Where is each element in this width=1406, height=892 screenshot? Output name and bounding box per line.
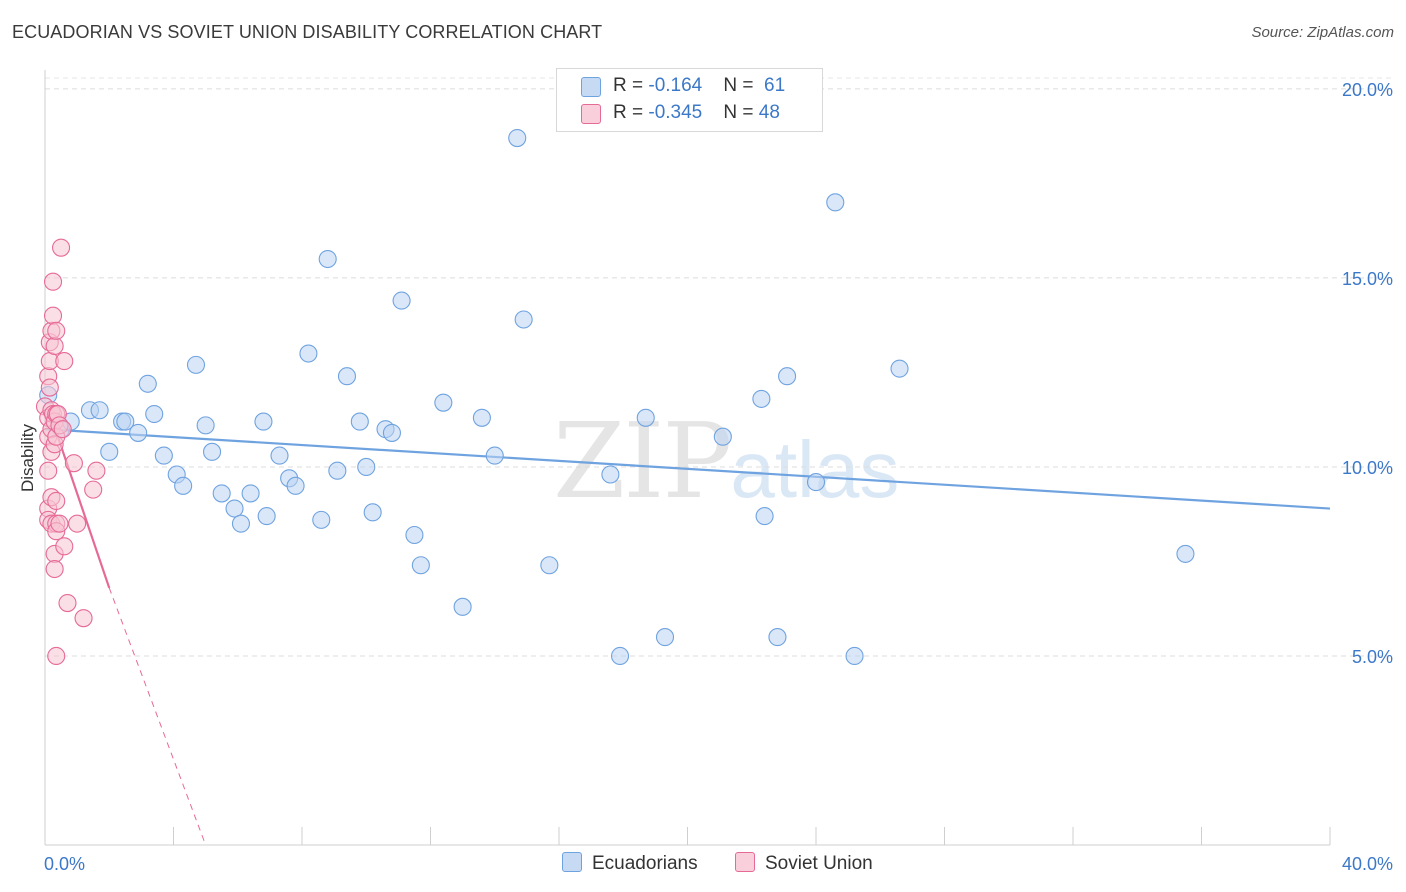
point-ecuadorians [363, 503, 382, 522]
bottom-legend-soviet-union: Soviet Union [735, 852, 873, 875]
point-soviet-union [55, 352, 74, 371]
point-ecuadorians [540, 556, 559, 575]
point-ecuadorians [299, 344, 318, 363]
point-ecuadorians [601, 465, 620, 484]
point-soviet-union [53, 420, 72, 439]
point-ecuadorians [752, 389, 771, 408]
point-ecuadorians [610, 646, 630, 666]
point-soviet-union [68, 514, 87, 533]
point-ecuadorians [231, 514, 251, 533]
point-soviet-union [50, 514, 69, 533]
point-soviet-union [39, 461, 58, 480]
point-ecuadorians [318, 249, 337, 269]
point-ecuadorians [713, 427, 732, 446]
point-ecuadorians [254, 412, 273, 431]
point-soviet-union [87, 461, 106, 480]
point-soviet-union [84, 480, 103, 499]
y-tick-label: 15.0% [1342, 269, 1393, 289]
point-ecuadorians [174, 476, 193, 495]
point-ecuadorians [100, 442, 119, 461]
source-credit: Source: ZipAtlas.com [1251, 24, 1394, 41]
point-ecuadorians [636, 408, 655, 427]
tick-labels: 5.0% 10.0% 15.0% 20.0% 0.0% 40.0% Disability [18, 80, 1393, 874]
y-tick-label: 10.0% [1342, 458, 1393, 478]
point-ecuadorians [1176, 544, 1195, 563]
point-ecuadorians [257, 507, 276, 526]
point-ecuadorians [116, 412, 135, 431]
point-ecuadorians [337, 367, 357, 386]
legend-swatch-ecuadorians [581, 77, 601, 97]
point-ecuadorians [138, 374, 157, 393]
point-soviet-union [45, 559, 64, 579]
point-ecuadorians [382, 423, 402, 442]
chart-title: ECUADORIAN VS SOVIET UNION DISABILITY CO… [12, 22, 603, 42]
point-ecuadorians [434, 393, 453, 412]
point-ecuadorians [755, 507, 774, 526]
legend-stats-ecuadorians: R = -0.164 N = 61 [613, 75, 786, 96]
point-ecuadorians [328, 461, 347, 480]
x-tick-label-max: 40.0% [1342, 854, 1393, 874]
watermark-atlas: atlas [730, 425, 900, 514]
point-ecuadorians [357, 457, 376, 477]
trend-line-soviet-union-extension [108, 587, 207, 846]
point-soviet-union [55, 537, 74, 556]
point-ecuadorians [145, 404, 164, 424]
point-soviet-union [47, 321, 66, 340]
point-soviet-union [43, 272, 63, 291]
point-soviet-union [43, 306, 63, 325]
point-ecuadorians [212, 484, 231, 503]
legend-swatch-soviet-union [581, 104, 601, 124]
trend-line-ecuadorians [44, 428, 1331, 510]
grid-lines [45, 77, 1395, 657]
point-ecuadorians [845, 646, 864, 666]
point-ecuadorians [196, 416, 215, 435]
point-soviet-union [52, 238, 71, 257]
point-ecuadorians [312, 510, 331, 529]
point-ecuadorians [154, 446, 173, 465]
y-axis-label: Disability [18, 423, 37, 492]
point-ecuadorians [508, 128, 527, 148]
point-ecuadorians [186, 355, 206, 374]
point-ecuadorians [453, 597, 472, 616]
y-tick-label: 20.0% [1342, 80, 1393, 100]
point-ecuadorians [225, 499, 244, 518]
axes [44, 70, 1331, 846]
data-points [35, 128, 1195, 666]
point-soviet-union [74, 609, 93, 628]
point-ecuadorians [411, 556, 430, 575]
point-ecuadorians [655, 628, 675, 647]
point-ecuadorians [270, 446, 289, 465]
point-ecuadorians [203, 442, 222, 461]
point-soviet-union [58, 593, 77, 613]
bottom-legend-swatch-ecuadorians [562, 852, 582, 872]
point-ecuadorians [241, 484, 260, 503]
point-soviet-union [45, 336, 64, 356]
point-soviet-union [64, 454, 83, 473]
point-ecuadorians [129, 423, 148, 442]
point-ecuadorians [826, 193, 845, 212]
point-ecuadorians [286, 476, 305, 495]
point-ecuadorians [392, 291, 411, 310]
bottom-legend-swatch-soviet-union [735, 852, 755, 872]
point-ecuadorians [350, 412, 369, 431]
point-ecuadorians [405, 525, 424, 545]
point-ecuadorians [890, 359, 909, 378]
point-ecuadorians [778, 367, 797, 386]
trend-lines [44, 417, 1331, 846]
y-tick-label: 5.0% [1352, 647, 1393, 667]
point-ecuadorians [90, 401, 109, 420]
point-ecuadorians [768, 628, 787, 647]
point-soviet-union [47, 646, 66, 666]
bottom-legend-ecuadorians: Ecuadorians [562, 852, 698, 875]
point-ecuadorians [806, 473, 826, 492]
point-ecuadorians [485, 446, 504, 465]
point-soviet-union [40, 378, 59, 397]
legend-stats-soviet-union: R = -0.345 N = 48 [613, 102, 780, 123]
point-soviet-union [47, 491, 66, 511]
point-ecuadorians [472, 408, 491, 427]
x-tick-label-min: 0.0% [44, 854, 85, 874]
point-ecuadorians [514, 310, 533, 329]
legend: R = -0.164 N = 61 R = -0.345 N = 48 [556, 68, 823, 132]
